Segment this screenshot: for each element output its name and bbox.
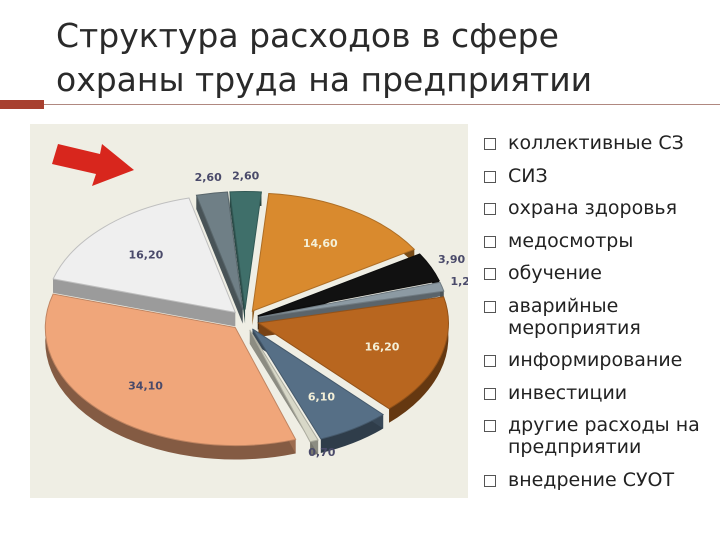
pie-data-label: 0,70 — [308, 446, 335, 459]
legend-item: коллективные СЗ — [482, 132, 714, 154]
pie-slice — [257, 296, 449, 410]
pie-chart: 2,60 14,60 3,90 1,20 16,20 6,10 0,70 34,10 16,20… — [30, 124, 468, 498]
legend-item: внедрение СУОТ — [482, 469, 714, 491]
legend-label: внедрение СУОТ — [508, 468, 675, 491]
pie-slice — [249, 329, 319, 443]
pie-slice — [251, 192, 416, 312]
legend-label: СИЗ — [508, 164, 548, 187]
bullet-icon — [484, 474, 496, 487]
pie-slice-side — [320, 414, 384, 453]
legend-item: медосмотры — [482, 230, 714, 252]
pie-slice-wall — [196, 195, 243, 324]
legend-item: СИЗ — [482, 165, 714, 187]
pie-slice — [257, 253, 440, 317]
pie-chart-svg: 2,60 14,60 3,90 1,20 16,20 6,10 0,70 34,10 16,20… — [44, 144, 468, 460]
legend-item: другие расходы на предприятии — [482, 414, 714, 458]
legend-item: охрана здоровья — [482, 197, 714, 219]
pie-slice — [258, 281, 445, 318]
legend-label: информирование — [508, 349, 683, 371]
title-divider — [0, 104, 720, 105]
pie-slice — [44, 293, 297, 447]
legend-label: другие расходы на предприятии — [508, 414, 700, 458]
legend-label: аварийные мероприятия — [508, 294, 641, 339]
bullet-icon — [484, 420, 496, 432]
slide-title: Структура расходов в сфере охраны труда … — [56, 16, 593, 99]
pie-slice — [52, 197, 237, 314]
pie-slice — [252, 328, 385, 440]
bullet-icon — [484, 170, 496, 183]
pie-slice-wall — [53, 278, 236, 327]
pie-data-label: 14,60 — [303, 237, 338, 250]
bullet-icon — [484, 387, 496, 400]
pie-data-label: 1,20 — [450, 275, 468, 288]
bullet-icon — [484, 300, 496, 313]
legend-item: информирование — [482, 349, 714, 371]
legend: коллективные СЗ СИЗ охрана здоровья медо… — [482, 132, 714, 501]
legend-item: обучение — [482, 262, 714, 284]
legend-label: охрана здоровья — [508, 197, 678, 219]
legend-label: инвестиции — [508, 381, 628, 404]
pie-data-label: 2,60 — [232, 169, 259, 182]
bullet-icon — [484, 268, 496, 280]
bullet-icon — [484, 203, 496, 215]
arrow-icon — [52, 144, 134, 186]
pie-data-label: 3,90 — [438, 253, 465, 266]
pie-data-label: 2,60 — [195, 171, 222, 184]
pie-data-label: 6,10 — [308, 391, 335, 404]
pie-slice — [195, 191, 244, 310]
pie-slice-side — [389, 296, 449, 423]
legend-label: коллективные СЗ — [508, 132, 684, 154]
legend-item: инвестиции — [482, 382, 714, 404]
bullet-icon — [484, 355, 496, 367]
pie-slice-side — [45, 294, 296, 460]
legend-item: аварийные мероприятия — [482, 295, 714, 339]
pie-slice — [229, 191, 263, 310]
bullet-icon — [484, 138, 496, 150]
legend-label: медосмотры — [508, 229, 634, 252]
pie-data-label: 16,20 — [128, 249, 163, 262]
title-accent-bar — [0, 100, 44, 109]
bullet-icon — [484, 235, 496, 248]
pie-data-label: 34,10 — [128, 379, 163, 392]
pie-data-label: 16,20 — [365, 340, 400, 353]
legend-label: обучение — [508, 262, 602, 284]
